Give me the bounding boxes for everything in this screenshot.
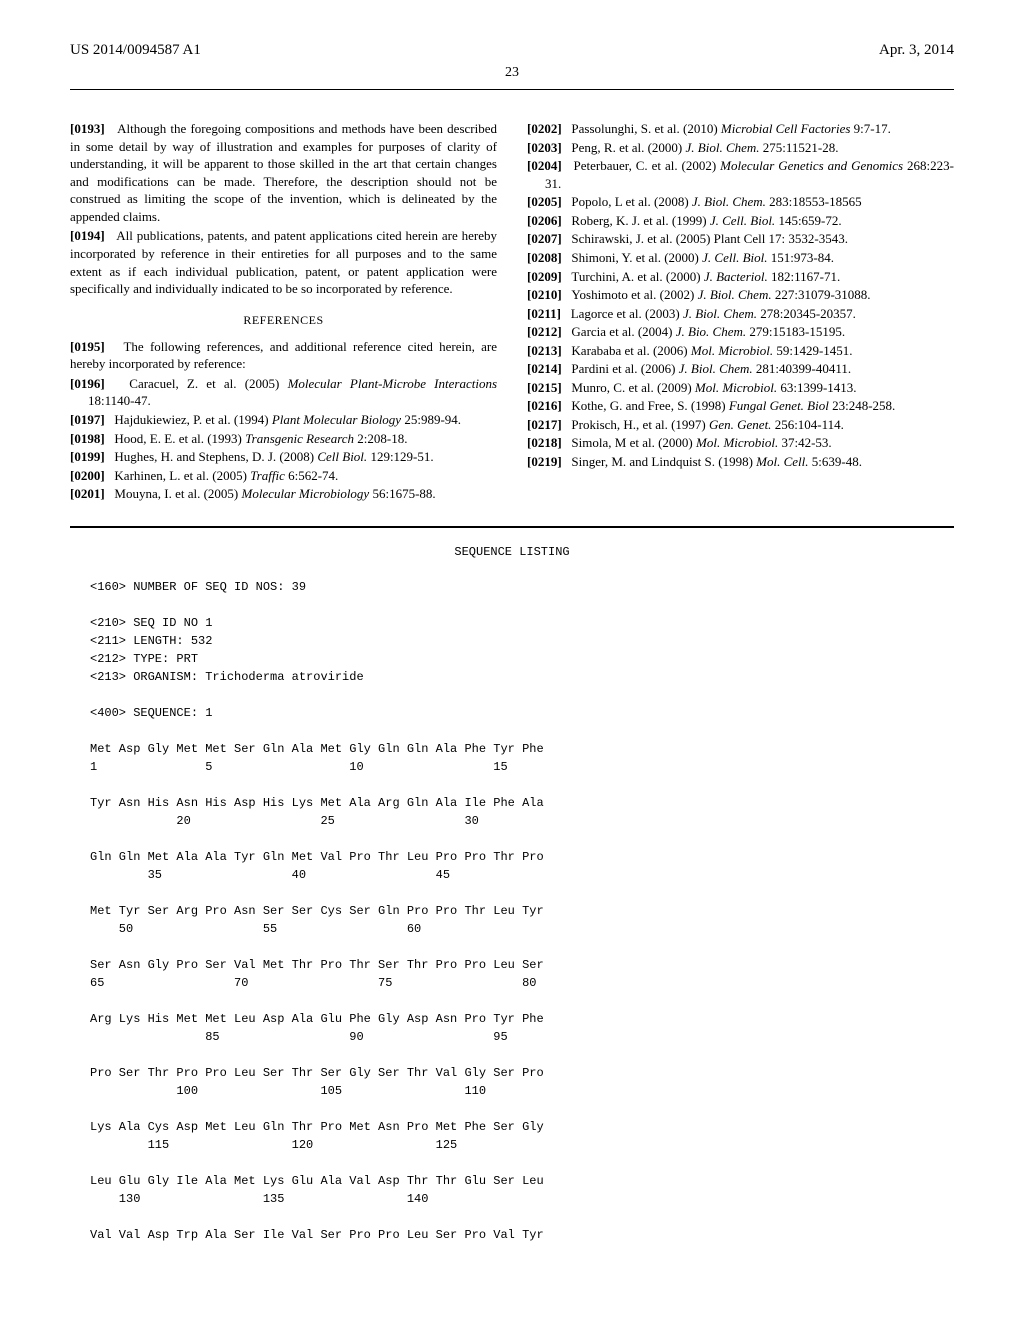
reference-number: [0205] [527,194,562,209]
reference-number: [0207] [527,231,562,246]
reference-entry: [0218] Simola, M et al. (2000) Mol. Micr… [527,434,954,452]
reference-number: [0213] [527,343,562,358]
reference-entry: [0200] Karhinen, L. et al. (2005) Traffi… [70,467,497,485]
reference-journal: Molecular Plant-Microbe Interactions [288,376,497,391]
reference-journal: Mol. Microbiol. [691,343,773,358]
reference-number: [0204] [527,158,562,173]
reference-entry: [0211] Lagorce et al. (2003) J. Biol. Ch… [527,305,954,323]
paragraph-number: [0194] [70,228,105,243]
reference-entry: [0201] Mouyna, I. et al. (2005) Molecula… [70,485,497,503]
reference-journal: Gen. Genet. [709,417,771,432]
page-number: 23 [70,64,954,83]
reference-number: [0215] [527,380,562,395]
reference-journal: J. Biol. Chem. [692,194,766,209]
sequence-listing-title: SEQUENCE LISTING [70,544,954,560]
body-paragraph: [0193] Although the foregoing compositio… [70,120,497,225]
reference-entry: [0197] Hajdukiewiez, P. et al. (1994) Pl… [70,411,497,429]
reference-journal: Mol. Microbiol. [696,435,778,450]
reference-journal: J. Cell. Biol. [710,213,775,228]
reference-number: [0199] [70,449,105,464]
reference-number: [0201] [70,486,105,501]
reference-journal: Cell Biol. [317,449,367,464]
reference-journal: Fungal Genet. Biol [729,398,829,413]
reference-journal: J. Biol. Chem. [679,361,753,376]
reference-number: [0214] [527,361,562,376]
reference-entry: [0208] Shimoni, Y. et al. (2000) J. Cell… [527,249,954,267]
reference-number: [0198] [70,431,105,446]
page-header: US 2014/0094587 A1 Apr. 3, 2014 [70,40,954,60]
right-column: [0202] Passolunghi, S. et al. (2010) Mic… [527,120,954,504]
reference-number: [0200] [70,468,105,483]
reference-entry: [0202] Passolunghi, S. et al. (2010) Mic… [527,120,954,138]
reference-entry: [0217] Prokisch, H., et al. (1997) Gen. … [527,416,954,434]
reference-entry: [0198] Hood, E. E. et al. (1993) Transge… [70,430,497,448]
references-intro: [0195] The following references, and add… [70,338,497,373]
reference-number: [0206] [527,213,562,228]
publication-date: Apr. 3, 2014 [879,40,954,60]
reference-entry: [0196] Caracuel, Z. et al. (2005) Molecu… [70,375,497,410]
body-paragraph: [0194] All publications, patents, and pa… [70,227,497,297]
paragraph-number: [0193] [70,121,105,136]
reference-number: [0197] [70,412,105,427]
reference-entry: [0213] Karababa et al. (2006) Mol. Micro… [527,342,954,360]
reference-entry: [0214] Pardini et al. (2006) J. Biol. Ch… [527,360,954,378]
reference-journal: J. Biol. Chem. [683,306,757,321]
sequence-listing-body: <160> NUMBER OF SEQ ID NOS: 39 <210> SEQ… [70,578,954,1262]
reference-number: [0216] [527,398,562,413]
reference-entry: [0216] Kothe, G. and Free, S. (1998) Fun… [527,397,954,415]
reference-entry: [0207] Schirawski, J. et al. (2005) Plan… [527,230,954,248]
reference-journal: Plant Molecular Biology [272,412,401,427]
reference-journal: Mol. Microbiol. [695,380,777,395]
reference-entry: [0203] Peng, R. et al. (2000) J. Biol. C… [527,139,954,157]
reference-number: [0218] [527,435,562,450]
reference-journal: Transgenic Research [245,431,354,446]
paragraph-number: [0195] [70,339,105,354]
reference-number: [0212] [527,324,562,339]
reference-journal: J. Cell. Biol. [702,250,767,265]
reference-journal: Traffic [250,468,285,483]
left-column: [0193] Although the foregoing compositio… [70,120,497,504]
reference-number: [0196] [70,376,105,391]
reference-number: [0208] [527,250,562,265]
reference-number: [0210] [527,287,562,302]
reference-entry: [0210] Yoshimoto et al. (2002) J. Biol. … [527,286,954,304]
reference-journal: Mol. Cell. [756,454,808,469]
reference-journal: J. Biol. Chem. [686,140,760,155]
reference-entry: [0205] Popolo, L et al. (2008) J. Biol. … [527,193,954,211]
reference-journal: Molecular Microbiology [242,486,370,501]
reference-entry: [0209] Turchini, A. et al. (2000) J. Bac… [527,268,954,286]
reference-journal: J. Bio. Chem. [676,324,746,339]
reference-entry: [0204] Peterbauer, C. et al. (2002) Mole… [527,157,954,192]
reference-number: [0203] [527,140,562,155]
reference-journal: J. Bacteriol. [704,269,768,284]
reference-number: [0209] [527,269,562,284]
reference-journal: Microbial Cell Factories [721,121,851,136]
header-rule [70,89,954,90]
reference-journal: Molecular Genetics and Genomics [720,158,903,173]
reference-number: [0211] [527,306,561,321]
two-column-body: [0193] Although the foregoing compositio… [70,120,954,504]
reference-entry: [0199] Hughes, H. and Stephens, D. J. (2… [70,448,497,466]
reference-journal: J. Biol. Chem. [698,287,772,302]
references-heading: REFERENCES [70,312,497,328]
reference-entry: [0219] Singer, M. and Lindquist S. (1998… [527,453,954,471]
reference-entry: [0212] Garcia et al. (2004) J. Bio. Chem… [527,323,954,341]
reference-entry: [0206] Roberg, K. J. et al. (1999) J. Ce… [527,212,954,230]
reference-number: [0202] [527,121,562,136]
patent-id: US 2014/0094587 A1 [70,40,201,60]
reference-number: [0217] [527,417,562,432]
section-divider [70,526,954,528]
reference-number: [0219] [527,454,562,469]
reference-entry: [0215] Munro, C. et al. (2009) Mol. Micr… [527,379,954,397]
